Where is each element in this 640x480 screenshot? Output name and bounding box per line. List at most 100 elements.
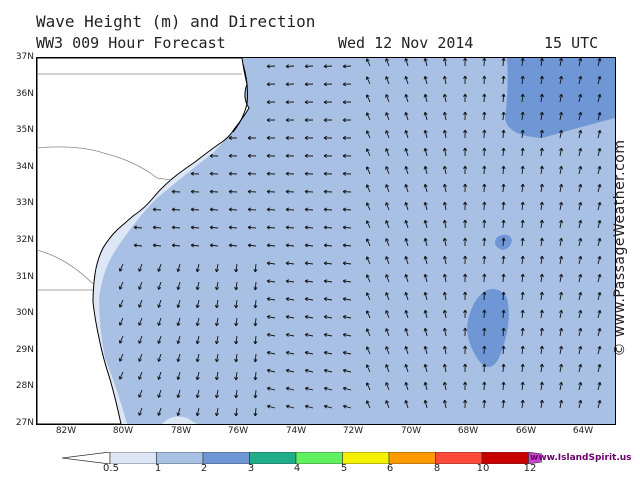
wave-arrow-head [561, 129, 564, 134]
wave-arrow-head [385, 148, 387, 152]
wave-arrow-head [285, 137, 289, 140]
wave-arrow [228, 208, 238, 211]
wave-arrow [157, 371, 162, 380]
lat-label: 37N [15, 52, 34, 62]
wave-arrow [177, 281, 181, 290]
wave-arrow-head [285, 64, 289, 67]
wave-arrow-head [235, 395, 239, 399]
wave-arrow-head [559, 381, 562, 385]
wave-arrow-head [323, 334, 327, 337]
wave-arrow-head [503, 273, 506, 278]
wave-arrow-head [234, 286, 237, 291]
wave-arrow [366, 382, 371, 391]
wave-arrow [343, 334, 352, 337]
wave-arrow-head [216, 341, 219, 345]
wave-arrow-head [366, 274, 370, 277]
wave-arrow [228, 244, 238, 247]
wave-arrow-head [541, 399, 544, 404]
wave-arrow-head [323, 83, 328, 87]
wave-arrow-head [522, 255, 525, 260]
wave-arrow [216, 263, 219, 272]
wave-arrow-head [599, 238, 602, 242]
wave-arrow-head [541, 345, 544, 350]
wave-arrow-head [539, 273, 543, 277]
wave-arrow-head [304, 332, 309, 335]
wave-arrow-head [323, 243, 328, 246]
wave-arrow [521, 94, 524, 103]
wave-arrow-head [342, 119, 346, 123]
wave-arrow-head [464, 273, 468, 278]
wave-arrow [540, 202, 543, 211]
wave-arrow-head [597, 255, 601, 259]
wave-arrow-head [216, 395, 219, 399]
wave-arrow-head [597, 58, 601, 61]
wave-arrow-head [597, 165, 601, 169]
wave-arrow-head [578, 237, 582, 241]
wave-arrow-head [561, 237, 564, 242]
wave-arrow-head [405, 184, 409, 187]
wave-arrow-head [599, 184, 602, 188]
wave-arrow [254, 281, 257, 291]
wave-arrow [216, 389, 219, 398]
wave-arrow-head [541, 291, 544, 296]
wave-arrow-head [133, 226, 137, 230]
wave-arrow-head [171, 244, 175, 248]
wave-arrow [177, 389, 181, 398]
wave-arrow-head [442, 382, 445, 386]
wave-arrow-head [196, 395, 200, 399]
wave-arrow-head [323, 279, 328, 282]
wave-arrow-head [501, 93, 505, 97]
wave-arrow [597, 94, 601, 103]
wave-arrow-head [482, 201, 485, 205]
wave-arrow-head [366, 328, 370, 331]
wave-arrow [559, 184, 562, 193]
wave-arrow-head [578, 273, 582, 277]
wave-arrow [385, 94, 390, 103]
wave-arrow-head [482, 111, 485, 115]
wave-arrow-head [520, 129, 524, 133]
wave-arrow-head [171, 209, 175, 212]
wave-arrow [578, 202, 582, 211]
wave-arrow-head [285, 369, 289, 373]
wave-arrow-head [559, 237, 562, 241]
wave-arrow-head [176, 340, 179, 344]
wave-arrow [502, 399, 505, 409]
lat-label: 36N [15, 89, 34, 99]
wave-arrow-head [597, 129, 601, 133]
wave-arrow-head [190, 207, 195, 210]
wave-arrow-head [541, 165, 544, 170]
credit-text: © www.PassageWeather.com [612, 139, 628, 357]
wave-arrow-head [405, 364, 409, 367]
wave-arrow [267, 387, 276, 391]
wave-arrow [247, 208, 257, 211]
wave-arrow [323, 226, 333, 229]
wave-arrow [343, 262, 352, 265]
wave-arrow-head [323, 316, 327, 320]
wave-arrow-head [501, 381, 505, 385]
wave-arrow-head [266, 137, 270, 140]
wave-arrow [216, 407, 219, 416]
wave-arrow [443, 202, 447, 211]
wave-arrow [177, 317, 181, 326]
wave-arrow-head [228, 153, 233, 157]
wave-arrow [559, 112, 562, 121]
wave-arrow-head [580, 256, 583, 260]
wave-arrow [424, 58, 428, 67]
wave-arrow [138, 299, 143, 308]
wave-arrow-head [342, 279, 347, 282]
wave-arrow [196, 317, 200, 326]
wave-arrow [424, 76, 428, 85]
wave-arrow-head [385, 202, 387, 206]
wave-arrow-head [599, 112, 602, 116]
wave-arrow-head [541, 183, 544, 188]
wave-arrow-head [228, 135, 232, 139]
wave-arrow-head [171, 191, 175, 194]
wave-arrow-head [342, 315, 347, 318]
wave-arrow-head [247, 243, 252, 246]
wave-arrow-head [464, 111, 468, 116]
wave-arrow [235, 389, 238, 398]
wave-arrow [177, 371, 181, 380]
wave-arrow-head [254, 287, 258, 291]
wave-arrow-head [266, 387, 270, 391]
wave-arrow [405, 220, 409, 229]
